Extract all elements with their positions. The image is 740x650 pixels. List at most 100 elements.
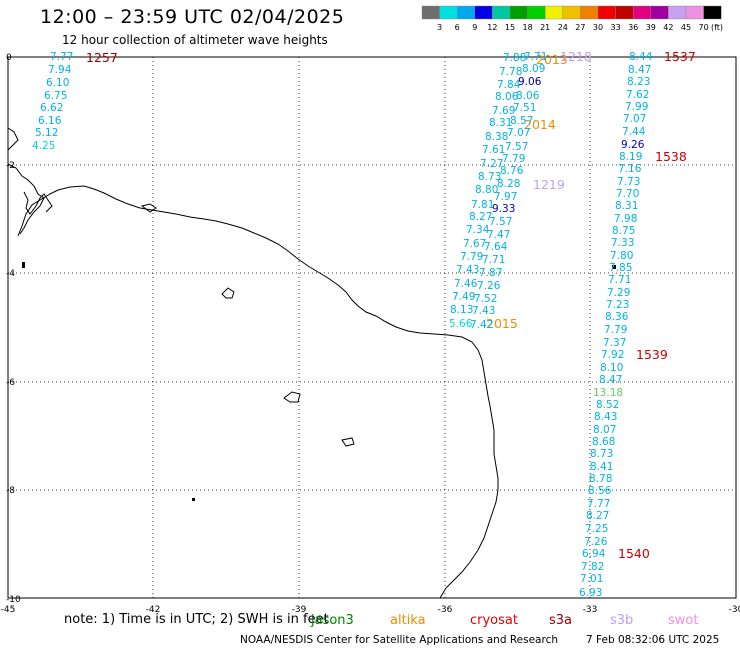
- wave-height-value: 7.81: [471, 199, 494, 211]
- pass-number-label: 1218: [560, 49, 592, 64]
- pass-number-label: 1257: [86, 50, 118, 65]
- wave-height-value: 9.06: [518, 76, 542, 88]
- colorbar-swatch: [492, 5, 511, 20]
- colorbar-label: 27: [575, 23, 585, 32]
- wave-height-value: 7.94: [48, 64, 72, 76]
- axis-ticks: -45 -42 -39 -36 -33 -30 0 -2 -4 -6 -8 -10: [1, 53, 740, 615]
- colorbar-label: 18: [523, 23, 533, 32]
- map-title: 12:00 – 23:59 UTC 02/04/2025: [40, 6, 345, 28]
- wave-height-value: 8.13: [450, 304, 473, 316]
- colorbar-label: 21: [540, 23, 550, 32]
- colorbar-swatch: [474, 5, 493, 20]
- colorbar-swatch: [615, 5, 634, 20]
- wave-height-value: 7.82: [581, 561, 604, 573]
- y-tick-label: -8: [6, 486, 15, 496]
- wave-height-value: 7.62: [626, 89, 649, 101]
- wave-height-value: 6.10: [46, 77, 69, 89]
- wave-height-value: 8.27: [469, 211, 492, 223]
- wave-height-value: 8.47: [599, 374, 622, 386]
- wave-height-values: 7.777.946.106.756.626.165.124.257.887.71…: [32, 51, 653, 599]
- wave-height-value: 8.27: [586, 510, 609, 522]
- x-tick-label: -36: [438, 605, 453, 615]
- colorbar-label: 42: [663, 23, 673, 32]
- colorbar-swatch: [421, 5, 440, 20]
- wave-height-value: 8.38: [485, 131, 508, 143]
- x-tick-label: -33: [583, 605, 598, 615]
- wave-height-value: 6.16: [38, 115, 62, 127]
- wave-height-value: 7.88: [503, 52, 526, 64]
- wave-height-value: 8.23: [627, 76, 650, 88]
- wave-height-value: 7.92: [601, 349, 624, 361]
- x-tick-label: -45: [1, 605, 16, 615]
- wave-height-value: 7.57: [489, 216, 512, 228]
- wave-height-value: 8.09: [522, 63, 545, 75]
- wave-height-value: 7.79: [502, 153, 525, 165]
- wave-height-value: 7.07: [507, 127, 530, 139]
- island-g: [612, 265, 616, 269]
- y-tick-label: -10: [6, 595, 21, 605]
- mission-altika: altika: [390, 613, 426, 628]
- wave-height-value: 7.43: [472, 305, 495, 317]
- colorbar-label: 36: [628, 23, 638, 32]
- map-subtitle: 12 hour collection of altimeter wave hei…: [62, 33, 328, 47]
- wave-height-value: 8.06: [495, 91, 519, 103]
- x-tick-label: -42: [146, 605, 161, 615]
- coastline: [17, 185, 499, 599]
- wave-height-value: 7.79: [460, 251, 483, 263]
- wave-height-value: 9.33: [492, 203, 515, 215]
- wave-height-value: 7.37: [603, 337, 626, 349]
- pass-number-label: 1537: [664, 49, 696, 64]
- wave-height-value: 7.33: [611, 237, 634, 249]
- wave-height-value: 8.07: [593, 424, 616, 436]
- wave-height-value: 7.46: [454, 278, 478, 290]
- wave-height-value: 7.85: [609, 262, 632, 274]
- colorbar-label: 33: [611, 23, 621, 32]
- pass-number-label: 1538: [655, 149, 687, 164]
- plot-frame: [7, 56, 737, 599]
- wave-height-value: 7.98: [614, 213, 637, 225]
- wave-height-value: 7.84: [497, 79, 521, 91]
- wave-height-value: 8.78: [589, 473, 612, 485]
- colorbar-swatch: [650, 5, 669, 20]
- wave-height-value: 4.25: [32, 140, 55, 152]
- wave-height-value: 7.97: [494, 191, 517, 203]
- colorbar-label: 3: [437, 23, 442, 32]
- wave-height-value: 7.42: [470, 319, 493, 331]
- wave-height-value: 7.44: [622, 126, 646, 138]
- x-tick-label: -39: [292, 605, 307, 615]
- colorbar-swatch: [597, 5, 616, 20]
- wave-height-value: 7.49: [452, 291, 475, 303]
- wave-height-value: 5.12: [35, 127, 58, 139]
- wave-height-value: 7.77: [587, 498, 610, 510]
- colorbar-unit: (ft): [711, 23, 723, 32]
- colorbar-label: 24: [558, 23, 568, 32]
- pass-number-label: 1539: [636, 347, 668, 362]
- wave-height-value: 8.10: [600, 362, 623, 374]
- wave-height-value: 7.79: [604, 324, 627, 336]
- mission-swot: swot: [668, 613, 699, 628]
- wave-height-value: 7.99: [625, 101, 648, 113]
- wave-height-value: 7.43: [456, 264, 479, 276]
- wave-height-value: 7.61: [482, 144, 505, 156]
- colorbar-label: 15: [505, 23, 515, 32]
- wave-height-value: 7.73: [617, 176, 640, 188]
- island-f: [192, 498, 195, 501]
- wave-height-value: 8.41: [590, 461, 613, 473]
- wave-height-colorbar: 3 6 9 12 15 18 21 24 27 30 33 36 39 42 45 70 (ft): [421, 5, 723, 32]
- colorbar-swatch: [562, 5, 581, 20]
- colorbar-swatch: [685, 5, 704, 20]
- wave-height-value: 7.26: [477, 280, 501, 292]
- generation-timestamp: 7 Feb 08:32:06 UTC 2025: [586, 634, 720, 646]
- colorbar-label: 30: [593, 23, 603, 32]
- wave-height-value: 7.57: [505, 141, 528, 153]
- wave-height-value: 7.29: [607, 287, 630, 299]
- wave-height-value: 7.70: [616, 188, 639, 200]
- wave-height-value: 7.71: [608, 274, 631, 286]
- gridlines: [8, 57, 736, 598]
- mission-s3b: s3b: [610, 613, 634, 628]
- colorbar-label: 6: [455, 23, 460, 32]
- wave-height-value: 8.73: [478, 171, 501, 183]
- colorbar-swatch: [580, 5, 599, 20]
